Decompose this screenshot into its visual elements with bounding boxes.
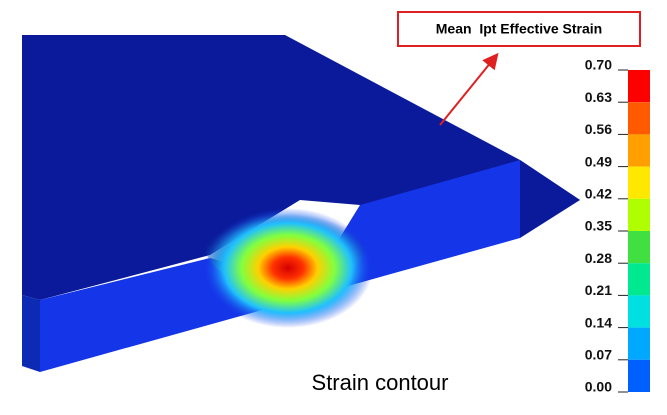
legend-label: 0.07	[585, 347, 612, 363]
callout-text: Mean Ipt Effective Strain	[436, 21, 602, 37]
legend-label: 0.49	[585, 153, 612, 169]
legend-label: 0.00	[585, 379, 612, 395]
strain-spot-front	[203, 208, 373, 328]
legend-label: 0.21	[585, 282, 612, 298]
legend-swatch	[628, 359, 650, 392]
legend-label: 0.70	[585, 57, 612, 73]
callout-box	[397, 11, 641, 47]
legend-label: 0.35	[585, 218, 612, 234]
legend-swatch	[628, 198, 650, 231]
legend-label: 0.63	[585, 89, 612, 105]
legend: 0.70 0.63 0.56 0.49 0.42 0.35 0.28 0.21 0.14 0.07…	[585, 57, 650, 395]
legend-swatch	[628, 231, 650, 264]
legend-swatch	[628, 263, 650, 296]
plate	[22, 35, 580, 372]
plate-top	[22, 35, 580, 300]
legend-swatch	[628, 134, 650, 167]
legend-swatch	[628, 327, 650, 360]
legend-label: 0.56	[585, 121, 612, 137]
plate-front	[40, 160, 520, 372]
legend-swatch	[628, 102, 650, 135]
plate-left	[22, 295, 40, 372]
legend-swatch	[628, 70, 650, 103]
legend-label: 0.14	[585, 314, 612, 330]
legend-label: 0.28	[585, 250, 612, 266]
caption: Strain contour	[312, 370, 449, 395]
legend-swatch	[628, 295, 650, 328]
callout-arrow	[439, 52, 499, 126]
legend-label: 0.42	[585, 186, 612, 202]
legend-swatch	[628, 166, 650, 199]
plate-right	[520, 160, 580, 238]
